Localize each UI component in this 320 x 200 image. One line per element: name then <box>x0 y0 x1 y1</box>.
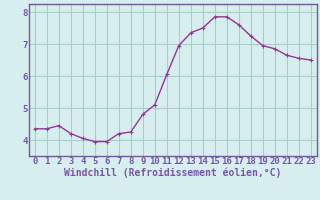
X-axis label: Windchill (Refroidissement éolien,°C): Windchill (Refroidissement éolien,°C) <box>64 168 282 178</box>
